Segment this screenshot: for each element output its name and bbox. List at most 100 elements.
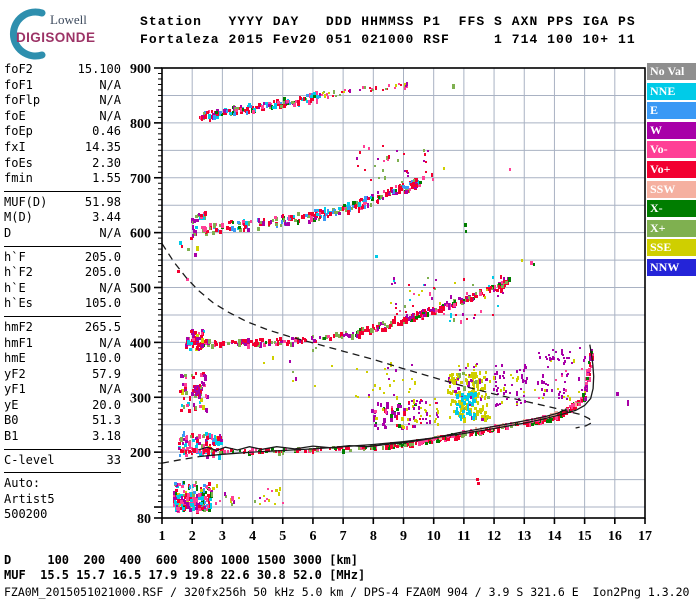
param-row-500200: 500200: [4, 507, 121, 523]
curve-o-trace-fit: [199, 344, 595, 458]
param-label: h`F2: [4, 265, 33, 280]
param-label: hmE: [4, 351, 26, 366]
param-row-hmf1: hmF1 N/A: [4, 336, 121, 352]
legend-item-nnw: NNW: [647, 258, 696, 276]
legend-item-ssw: SSW: [647, 180, 696, 198]
panel-divider: [4, 315, 121, 317]
param-label: h`F: [4, 249, 26, 264]
y-tick-label: 700: [130, 172, 151, 187]
x-tick-label: 15: [578, 529, 592, 544]
digisonde-logo: Lowell DIGISONDE: [6, 4, 136, 60]
legend-item-x+: X+: [647, 219, 696, 237]
param-label: yE: [4, 397, 19, 412]
y-tick-label: 500: [130, 282, 151, 297]
param-value: N/A: [99, 77, 121, 92]
param-value: 265.5: [84, 319, 121, 334]
param-value: 3.44: [92, 210, 121, 225]
param-value: 205.0: [84, 249, 121, 264]
legend-item-x-: X-: [647, 200, 696, 218]
param-value: N/A: [99, 280, 121, 295]
param-row-b0: B0 51.3: [4, 413, 121, 429]
param-value: 14.35: [84, 139, 121, 154]
muf-row: MUF 15.5 15.7 16.5 17.9 19.8 22.6 30.8 5…: [4, 568, 366, 582]
logo-digisonde-text: DIGISONDE: [16, 30, 96, 45]
param-value: 105.0: [84, 296, 121, 311]
param-value: 205.0: [84, 265, 121, 280]
param-row-hmf2: hmF2 265.5: [4, 320, 121, 336]
param-value: 20.0: [92, 397, 121, 412]
param-label: 500200: [4, 507, 48, 522]
param-label: Artist5: [4, 491, 55, 506]
param-label: h`Es: [4, 296, 33, 311]
param-row-foflp: foFlp N/A: [4, 93, 121, 109]
param-value: 3.18: [92, 429, 121, 444]
x-tick-label: 4: [249, 529, 256, 544]
legend-item-w: W: [647, 121, 696, 139]
x-tick-label: 3: [219, 529, 226, 544]
x-tick-label: 7: [340, 529, 347, 544]
param-label: fmin: [4, 171, 33, 186]
x-tick-label: 17: [638, 529, 652, 544]
doppler-color-legend: No Val NNE E W Vo- Vo+ SSW X- X+ SSE NNW: [647, 63, 696, 279]
param-row-clevel: C-level 33: [4, 453, 121, 469]
param-row-foe: foE N/A: [4, 109, 121, 125]
y-tick-label: 300: [130, 391, 151, 406]
param-label: h`E: [4, 280, 26, 295]
param-row-fmin: fmin 1.55: [4, 171, 121, 187]
param-label: yF1: [4, 382, 26, 397]
param-label: foF1: [4, 77, 33, 92]
x-tick-label: 14: [547, 529, 561, 544]
param-row-fof2: foF2 15.100: [4, 62, 121, 78]
curve-transmission-curve: [162, 243, 594, 429]
y-tick-label: 900: [130, 62, 151, 77]
legend-item-sse: SSE: [647, 239, 696, 257]
param-row-md: M(D) 3.44: [4, 210, 121, 226]
header-labels-row: Station YYYY DAY DDD HHMMSS P1 FFS S AXN…: [140, 14, 636, 29]
x-tick-label: 8: [370, 529, 377, 544]
param-value: 51.3: [92, 413, 121, 428]
param-row-ye: yE 20.0: [4, 398, 121, 414]
param-row-b1: B1 3.18: [4, 429, 121, 445]
param-label: B1: [4, 429, 19, 444]
param-row-auto: Auto:: [4, 476, 121, 492]
y-tick-label: 800: [130, 117, 151, 132]
param-value: 51.98: [84, 194, 121, 209]
panel-divider: [4, 472, 121, 474]
param-label: yF2: [4, 366, 26, 381]
param-value: N/A: [99, 93, 121, 108]
param-value: 57.9: [92, 366, 121, 381]
x-tick-label: 2: [189, 529, 196, 544]
param-label: foE: [4, 108, 26, 123]
param-value: 15.100: [77, 62, 121, 76]
scaled-parameters-panel: foF2 15.100 foF1 N/A foFlp N/A foE N/A foEp 0.46 f…: [4, 62, 121, 523]
param-label: B0: [4, 413, 19, 428]
param-row-fxi: fxI 14.35: [4, 140, 121, 156]
curve-scaled-echo-line: [198, 408, 567, 452]
param-label: foF2: [4, 62, 33, 76]
y-tick-label: 200: [130, 446, 151, 461]
param-value: 1.55: [92, 171, 121, 186]
param-label: fxI: [4, 139, 26, 154]
distance-row: D 100 200 400 600 800 1000 1500 3000 [km…: [4, 553, 359, 567]
param-value: 0.46: [92, 124, 121, 139]
param-row-hf2: h`F2 205.0: [4, 265, 121, 281]
legend-item-e: E: [647, 102, 696, 120]
param-label: foFlp: [4, 93, 41, 108]
param-label: foEp: [4, 124, 33, 139]
logo-lowell-text: Lowell: [50, 12, 87, 27]
param-label: Auto:: [4, 476, 41, 491]
logo-arc-icon: [9, 8, 46, 60]
param-value: N/A: [99, 225, 121, 240]
curve-fit-extrapolation: [162, 455, 200, 464]
param-value: 33: [106, 452, 121, 467]
param-value: N/A: [99, 382, 121, 397]
panel-divider: [4, 190, 121, 192]
param-row-artist5: Artist5: [4, 492, 121, 508]
param-label: MUF(D): [4, 194, 48, 209]
y-tick-label: 600: [130, 227, 151, 242]
y-tick-label: 400: [130, 336, 151, 351]
param-label: hmF2: [4, 319, 33, 334]
x-tick-label: 16: [608, 529, 622, 544]
